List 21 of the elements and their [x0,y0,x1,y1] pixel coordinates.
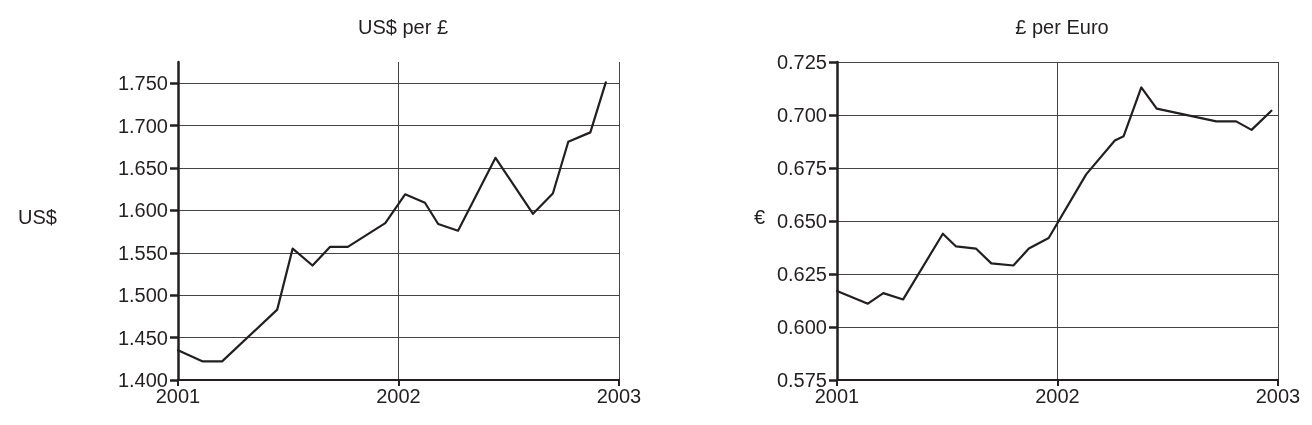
y-tick-label: 0.700 [776,104,827,126]
y-tick-label: 1.750 [117,72,168,95]
x-tick-label: 2002 [376,385,421,407]
y-tick-label: 0.625 [776,263,827,285]
y-axis-title: US$ [18,206,57,228]
y-tick-label: 1.600 [117,199,168,222]
x-tick-label: 2003 [596,385,642,407]
y-axis-title: € [754,206,766,228]
y-tick-label: 1.700 [117,114,168,137]
y-tick-label: 0.725 [776,51,827,73]
chart-title: £ per Euro [1015,16,1109,38]
y-tick-label: 0.675 [776,157,827,179]
chart-title: US$ per £ [357,16,449,38]
y-tick-label: 1.650 [117,157,168,179]
y-tick-label: 1.550 [117,241,168,264]
x-tick-label: 2003 [1255,385,1301,407]
y-tick-label: 0.600 [776,316,827,338]
y-tick-label: 0.650 [776,210,827,232]
x-tick-label: 2002 [1035,385,1080,407]
y-tick-label: 1.500 [117,284,168,307]
y-tick-label: 1.450 [117,326,168,349]
